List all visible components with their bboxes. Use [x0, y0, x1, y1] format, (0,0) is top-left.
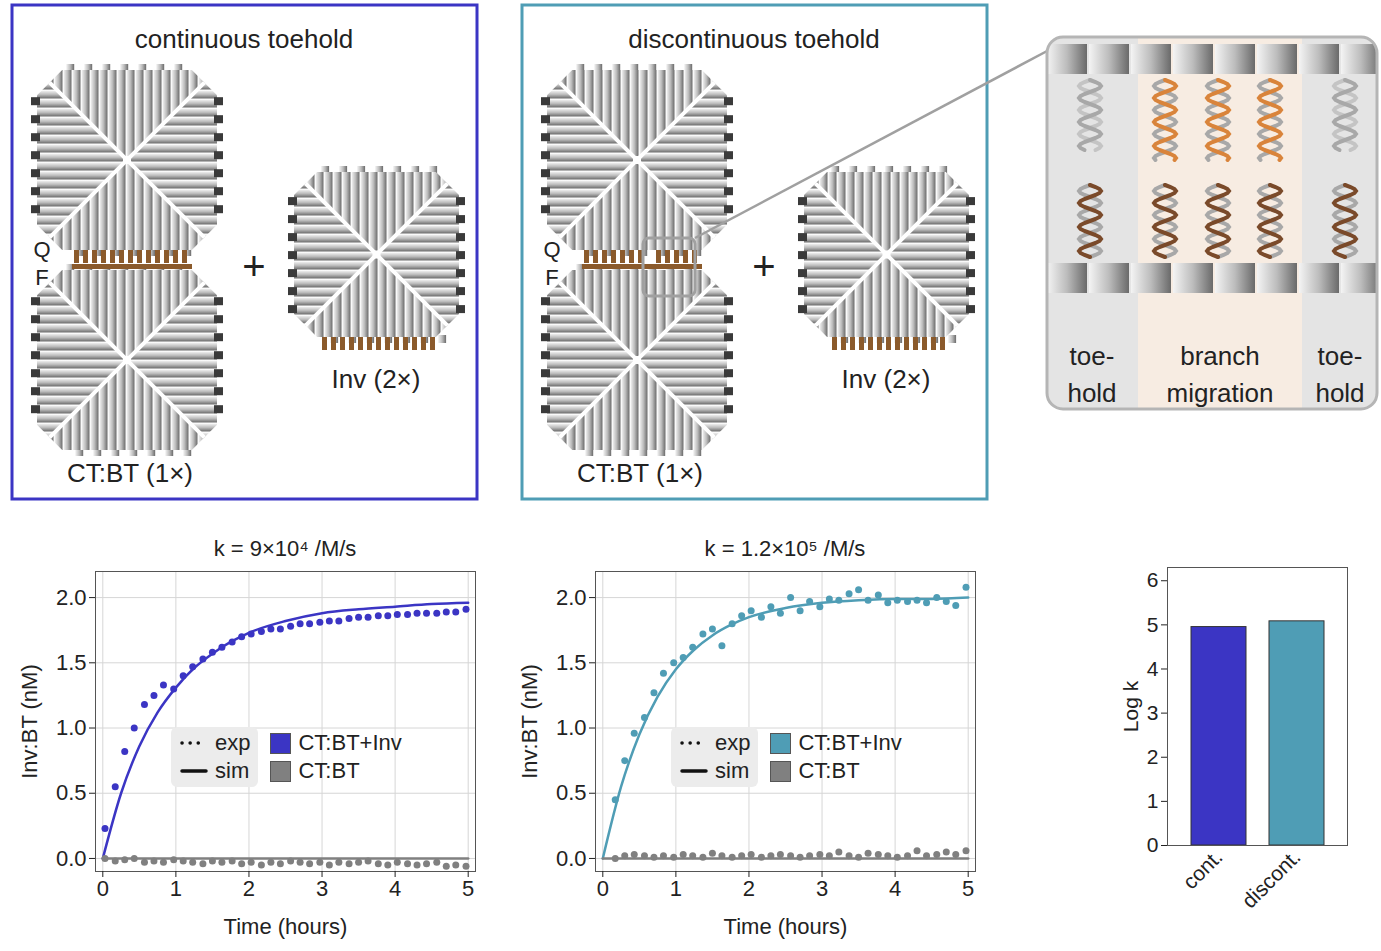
- svg-text:continuous toehold: continuous toehold: [135, 24, 353, 54]
- svg-text:Log k: Log k: [1119, 680, 1142, 732]
- svg-text:4: 4: [389, 876, 401, 901]
- svg-text:Time (hours): Time (hours): [224, 914, 348, 939]
- svg-text:branch: branch: [1180, 341, 1260, 371]
- svg-text:1.5: 1.5: [56, 650, 87, 675]
- svg-text:1: 1: [170, 876, 182, 901]
- svg-text:0: 0: [97, 876, 109, 901]
- svg-text:2: 2: [743, 876, 755, 901]
- svg-text:+: +: [242, 244, 265, 288]
- svg-text:CT:BT (1×): CT:BT (1×): [577, 458, 703, 488]
- html-text:sim: sim: [215, 758, 250, 783]
- svg-text:1: 1: [1147, 789, 1159, 812]
- svg-text:1.0: 1.0: [56, 715, 87, 740]
- svg-text:toe-: toe-: [1318, 341, 1363, 371]
- svg-text:4: 4: [1147, 657, 1159, 680]
- html-text:CT:BT+Inv: CT:BT+Inv: [298, 730, 402, 755]
- svg-text:0.5: 0.5: [556, 780, 587, 805]
- svg-text:0.0: 0.0: [556, 845, 587, 870]
- svg-text:5: 5: [462, 876, 474, 901]
- svg-text:Inv (2×): Inv (2×): [332, 364, 421, 394]
- svg-text:6: 6: [1147, 568, 1159, 591]
- html-text:exp: exp: [715, 730, 751, 755]
- html-text:k = 9×10⁴ /M/s: k = 9×10⁴ /M/s: [213, 536, 357, 561]
- svg-text:+: +: [752, 244, 775, 288]
- html-text:sim: sim: [715, 758, 750, 783]
- svg-text:F: F: [545, 265, 558, 290]
- svg-text:5: 5: [962, 876, 974, 901]
- svg-text:5: 5: [1147, 613, 1159, 636]
- svg-text:1: 1: [670, 876, 682, 901]
- svg-text:2.0: 2.0: [56, 585, 87, 610]
- svg-text:migration: migration: [1167, 378, 1274, 408]
- svg-text:hold: hold: [1315, 378, 1364, 408]
- html-text:CT:BT: CT:BT: [798, 758, 860, 783]
- svg-text:discont.: discont.: [1237, 845, 1304, 912]
- svg-text:1.0: 1.0: [556, 715, 587, 740]
- svg-text:Q: Q: [543, 237, 560, 262]
- svg-text:2: 2: [1147, 745, 1159, 768]
- svg-text:0.0: 0.0: [56, 845, 87, 870]
- svg-text:Inv (2×): Inv (2×): [842, 364, 931, 394]
- svg-text:cont.: cont.: [1178, 845, 1226, 893]
- svg-text:3: 3: [816, 876, 828, 901]
- svg-text:Inv:BT (nM): Inv:BT (nM): [517, 664, 542, 779]
- html-text:k = 1.2×10⁵ /M/s: k = 1.2×10⁵ /M/s: [704, 536, 866, 561]
- svg-text:0: 0: [1147, 833, 1159, 856]
- svg-text:3: 3: [316, 876, 328, 901]
- svg-text:CT:BT (1×): CT:BT (1×): [67, 458, 193, 488]
- html-text:CT:BT+Inv: CT:BT+Inv: [798, 730, 902, 755]
- svg-text:Inv:BT (nM): Inv:BT (nM): [17, 664, 42, 779]
- svg-text:1.5: 1.5: [556, 650, 587, 675]
- svg-text:0.5: 0.5: [56, 780, 87, 805]
- svg-text:hold: hold: [1067, 378, 1116, 408]
- svg-text:3: 3: [1147, 701, 1159, 724]
- html-text:CT:BT: CT:BT: [298, 758, 360, 783]
- svg-text:Time (hours): Time (hours): [724, 914, 848, 939]
- html-text:exp: exp: [215, 730, 251, 755]
- svg-text:F: F: [35, 265, 48, 290]
- svg-text:discontinuous toehold: discontinuous toehold: [628, 24, 880, 54]
- svg-text:4: 4: [889, 876, 901, 901]
- svg-text:2: 2: [243, 876, 255, 901]
- svg-text:toe-: toe-: [1070, 341, 1115, 371]
- svg-text:2.0: 2.0: [556, 585, 587, 610]
- svg-text:Q: Q: [33, 237, 50, 262]
- svg-text:0: 0: [597, 876, 609, 901]
